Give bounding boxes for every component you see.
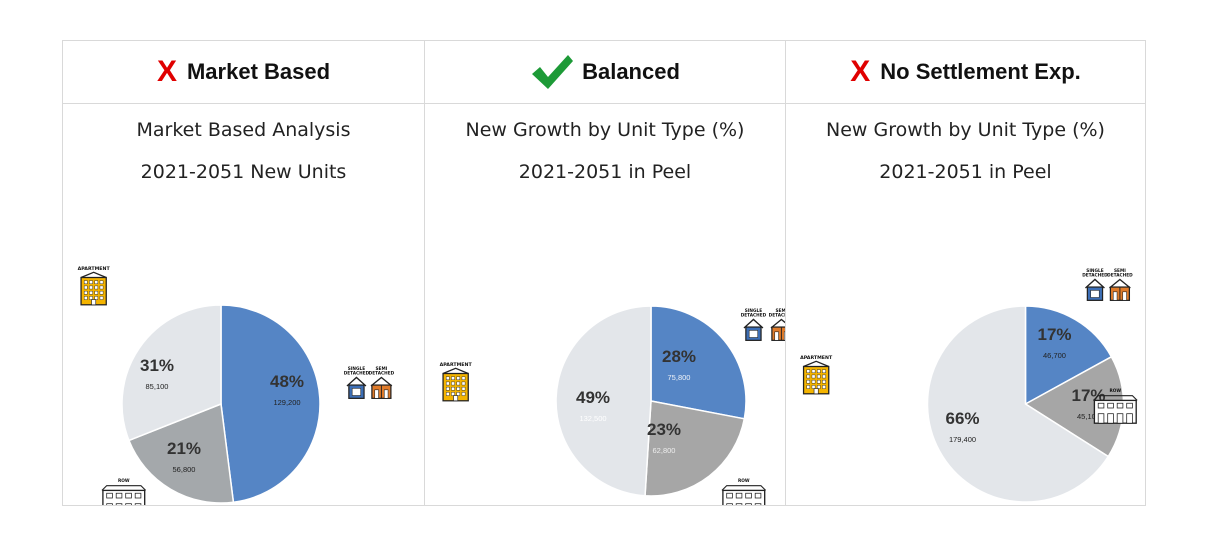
slice-percent-label: 48% — [270, 372, 304, 391]
apartment-label: APARTMENT — [440, 362, 473, 368]
panel-header: X No Settlement Exp. — [786, 41, 1145, 104]
pie-chart-balanced: 28% 75,800 23% 62,800 49% 132,500 APARTMENT SIN… — [440, 305, 786, 505]
svg-text:SEMI: SEMI — [775, 308, 786, 314]
row-house-icon: ROW — [1093, 388, 1138, 424]
row-house-icon: ROW — [721, 478, 767, 505]
row-label: ROW — [738, 478, 750, 484]
slice-percent-label: 66% — [945, 409, 979, 428]
pie-slice-apartment — [121, 304, 222, 442]
panel-heading: Market Based — [186, 59, 331, 84]
svg-text:DETACHED: DETACHED — [1107, 273, 1133, 279]
pie-slice-row — [644, 400, 746, 497]
cross-icon: X — [156, 55, 177, 88]
cross-icon: X — [850, 55, 871, 88]
checkmark-icon — [532, 55, 574, 89]
pie-slice-apartment — [926, 305, 1110, 503]
chart-title: Market Based Analysis — [136, 119, 351, 141]
slice-percent-label: 28% — [662, 347, 696, 366]
slice-percent-label: 23% — [647, 420, 681, 439]
svg-text:SINGLE: SINGLE — [348, 366, 365, 372]
svg-text:SEMI: SEMI — [375, 366, 387, 372]
pie-slice-row — [127, 402, 235, 504]
slice-units-label: 62,800 — [653, 446, 676, 455]
pie-slice-singles-semis — [650, 305, 747, 420]
svg-text:DETACHED: DETACHED — [741, 313, 767, 319]
apartment-icon: APARTMENT — [78, 266, 111, 306]
slice-percent-label: 17% — [1037, 325, 1071, 344]
slice-percent-label: 21% — [167, 439, 201, 458]
pie-slice-singles-semis — [1024, 305, 1113, 406]
svg-text:DETACHED: DETACHED — [769, 313, 786, 319]
pie-slice-apartment — [555, 305, 652, 497]
slice-units-label: 45,100 — [1077, 412, 1100, 421]
row-label: ROW — [1109, 388, 1121, 394]
apartment-icon: APARTMENT — [440, 362, 473, 402]
slice-percent-label: 31% — [140, 356, 174, 375]
slice-units-label: 85,100 — [146, 382, 169, 391]
svg-text:DETACHED: DETACHED — [369, 371, 395, 377]
slice-units-label: 132,500 — [579, 414, 606, 423]
slice-percent-label: 49% — [576, 388, 610, 407]
chart-subtitle: 2021-2051 in Peel — [879, 161, 1052, 183]
slice-units-label: 179,400 — [949, 435, 976, 444]
chart-title: New Growth by Unit Type (%) — [465, 119, 745, 141]
apartment-label: APARTMENT — [800, 355, 833, 361]
pie-chart-market-based: 48% 129,200 21% 56,800 31% 85,100 APARTMENT SIN… — [78, 266, 395, 505]
svg-text:SINGLE: SINGLE — [745, 308, 762, 314]
panel-header: Balanced — [425, 41, 785, 104]
row-house-icon: ROW — [101, 478, 147, 505]
svg-text:DETACHED: DETACHED — [1082, 273, 1108, 279]
svg-text:SEMI: SEMI — [1114, 268, 1126, 274]
svg-text:SINGLE: SINGLE — [1086, 268, 1103, 274]
row-label: ROW — [118, 478, 130, 484]
pie-slice-singles-semis — [220, 304, 321, 504]
panel-market-based: X Market Based Market Based Analysis 202… — [63, 41, 424, 505]
apartment-label: APARTMENT — [78, 266, 111, 272]
pie-chart-no-settlement: 17%46,70017%45,10066%179,400APARTMENTSIN… — [800, 268, 1138, 503]
slice-units-label: 56,800 — [173, 465, 196, 474]
panel-heading: No Settlement Exp. — [880, 59, 1081, 84]
chart-title: New Growth by Unit Type (%) — [826, 119, 1105, 141]
svg-text:DETACHED: DETACHED — [344, 371, 370, 377]
slice-units-label: 129,200 — [273, 398, 300, 407]
chart-subtitle: 2021-2051 in Peel — [518, 161, 692, 183]
chart-subtitle: 2021-2051 New Units — [140, 161, 347, 183]
panel-balanced: Balanced New Growth by Unit Type (%) 202… — [424, 41, 786, 505]
panel-header: X Market Based — [63, 41, 424, 104]
panel-heading: Balanced — [582, 59, 680, 84]
slice-units-label: 46,700 — [1043, 351, 1066, 360]
comparison-table: X Market Based Market Based Analysis 202… — [62, 40, 1146, 506]
apartment-icon: APARTMENT — [800, 355, 833, 395]
slice-units-label: 75,800 — [668, 373, 691, 382]
panel-no-settlement: X No Settlement Exp. New Growth by Unit … — [785, 41, 1145, 505]
